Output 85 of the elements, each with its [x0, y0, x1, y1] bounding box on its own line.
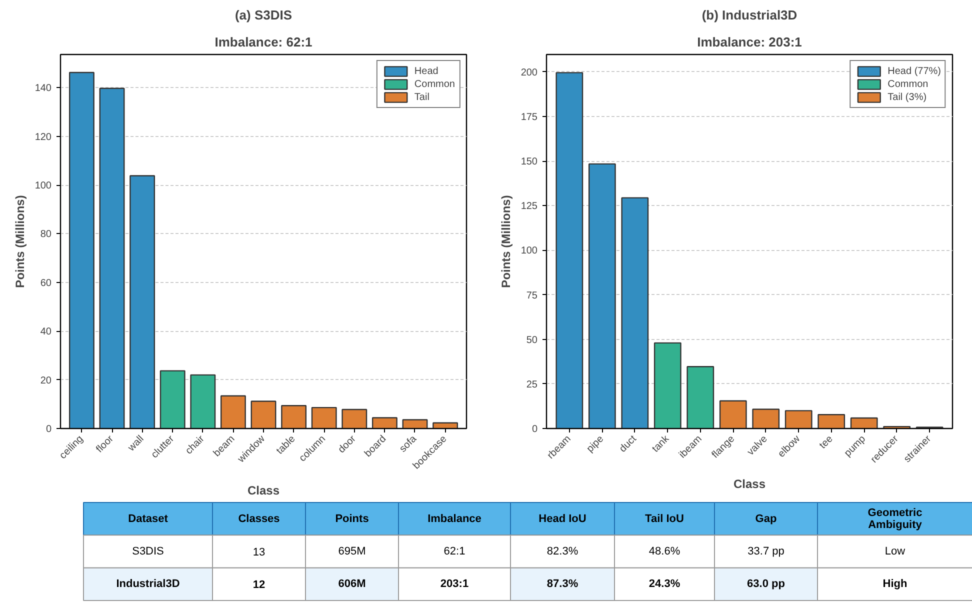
- legend-label: Tail: [414, 91, 430, 103]
- x-tick-label: door: [336, 433, 359, 456]
- y-tick-label: 100: [520, 246, 538, 257]
- bar: [190, 374, 216, 428]
- category-label: Gap: [755, 512, 777, 525]
- x-tick-label: tee: [818, 433, 836, 452]
- legend-label: Head (77%): [888, 65, 941, 77]
- bar: [432, 422, 458, 428]
- text: 24.3%: [648, 578, 680, 590]
- y-tick-label: 80: [40, 229, 52, 240]
- bar: [342, 408, 368, 428]
- y-tick-label: 0: [46, 424, 52, 435]
- text: 13: [252, 546, 266, 558]
- y-tick-label: 20: [40, 375, 52, 386]
- bar: [784, 410, 812, 428]
- text: 82.3%: [546, 546, 578, 558]
- y-tick-label: 120: [34, 132, 52, 143]
- y-tick-label: 40: [40, 326, 52, 338]
- legend-label: Common: [414, 78, 455, 90]
- text: Low: [884, 546, 906, 558]
- bar: [372, 417, 398, 428]
- category-label: Points: [335, 512, 369, 525]
- category-label: Geometric Ambiguity: [868, 506, 923, 531]
- bar: [68, 72, 94, 428]
- bar: [719, 400, 747, 428]
- text: 695M: [338, 546, 366, 558]
- x-tick-label: tank: [650, 432, 672, 455]
- category-label: Classes: [238, 512, 280, 525]
- bar: [850, 417, 878, 428]
- bar: [220, 395, 246, 428]
- y-tick-label: 50: [526, 334, 538, 346]
- text: High: [882, 578, 908, 590]
- bar: [160, 370, 186, 428]
- bar: [818, 414, 846, 428]
- x-tick-label: duct: [618, 433, 639, 455]
- category-label: Dataset: [128, 512, 168, 525]
- bar: [311, 406, 337, 428]
- text: 12: [252, 579, 266, 592]
- y-tick-label: 150: [520, 156, 538, 168]
- y-tick-label: 175: [520, 112, 538, 124]
- x-axis-title: Class: [247, 484, 280, 498]
- bar: [281, 405, 307, 428]
- text: 87.3%: [546, 578, 578, 590]
- bar: [402, 419, 428, 428]
- text: Industrial3D: [116, 578, 180, 590]
- x-tick-label: floor: [94, 433, 116, 456]
- legend-label: Common: [888, 78, 928, 90]
- text: 33.7 pp: [748, 546, 784, 558]
- y-tick-label: 0: [532, 424, 538, 435]
- bar: [250, 400, 276, 428]
- category-label: Imbalance: [428, 512, 482, 525]
- y-tick-label: 25: [526, 379, 538, 390]
- text: 606M: [338, 578, 366, 590]
- bar: [99, 88, 125, 428]
- x-tick-label: wall: [126, 434, 146, 454]
- bar: [130, 175, 156, 428]
- bar: [686, 366, 714, 428]
- legend-label: Tail (3%): [888, 91, 927, 103]
- bar: [654, 342, 682, 428]
- y-tick-label: 200: [520, 67, 538, 78]
- y-axis-title: Points (Millions): [498, 195, 513, 288]
- text: S3DIS: [132, 546, 164, 558]
- bar: [621, 197, 649, 428]
- y-tick-label: 100: [34, 180, 52, 192]
- text: 63.0 pp: [747, 578, 786, 590]
- text: 48.6%: [648, 546, 680, 558]
- x-tick-label: pipe: [584, 433, 606, 455]
- chart-title: (b) Industrial3D: [702, 8, 798, 22]
- y-tick-label: 75: [526, 290, 538, 302]
- y-axis-title: Points (Millions): [12, 195, 27, 288]
- bar: [752, 408, 780, 428]
- chart-subtitle: Imbalance: 203:1: [697, 34, 802, 50]
- y-tick-label: 60: [40, 278, 52, 289]
- x-axis-title: Class: [733, 477, 766, 492]
- text: 203:1: [440, 578, 469, 590]
- y-tick-label: 125: [520, 201, 538, 212]
- y-tick-label: 140: [34, 83, 52, 94]
- legend-label: Head: [414, 65, 438, 77]
- category-label: Tail IoU: [645, 512, 684, 525]
- category-label: Head IoU: [538, 512, 586, 525]
- bar: [556, 72, 584, 428]
- chart-title: (a) S3DIS: [234, 8, 292, 22]
- chart-subtitle: Imbalance: 62:1: [214, 34, 312, 50]
- text: 62:1: [444, 546, 466, 558]
- bar: [588, 163, 616, 428]
